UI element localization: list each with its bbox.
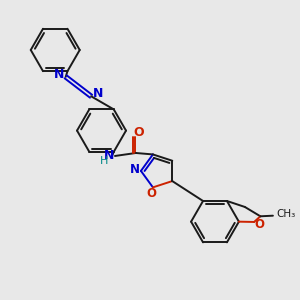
Text: N: N (130, 163, 140, 176)
Text: O: O (254, 218, 264, 231)
Text: CH₃: CH₃ (277, 209, 296, 220)
Text: N: N (104, 149, 114, 163)
Text: N: N (92, 87, 103, 101)
Text: O: O (134, 127, 144, 140)
Text: H: H (100, 156, 109, 166)
Text: N: N (54, 68, 64, 81)
Text: O: O (146, 187, 156, 200)
